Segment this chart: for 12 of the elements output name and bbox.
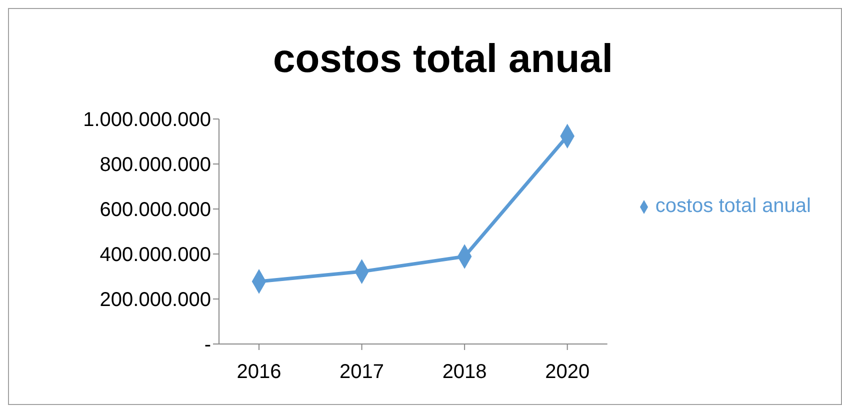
chart-title: costos total anual bbox=[272, 37, 614, 82]
y-tick-label: 600.000.000 bbox=[100, 199, 211, 222]
x-tick-label: 2016 bbox=[236, 361, 282, 384]
y-tick-label: 1.000.000.000 bbox=[83, 109, 211, 132]
y-tick-label: 800.000.000 bbox=[100, 154, 211, 176]
x-tick-label: 2018 bbox=[442, 361, 487, 384]
y-tick-label: 200.000.000 bbox=[100, 289, 211, 312]
y-tick-label: - bbox=[204, 334, 211, 356]
y-tick-label: 400.000.000 bbox=[100, 244, 211, 266]
x-tick-label: 2020 bbox=[545, 361, 590, 384]
x-tick-label: 2017 bbox=[340, 361, 384, 384]
legend-label: costos total anual bbox=[655, 195, 811, 217]
